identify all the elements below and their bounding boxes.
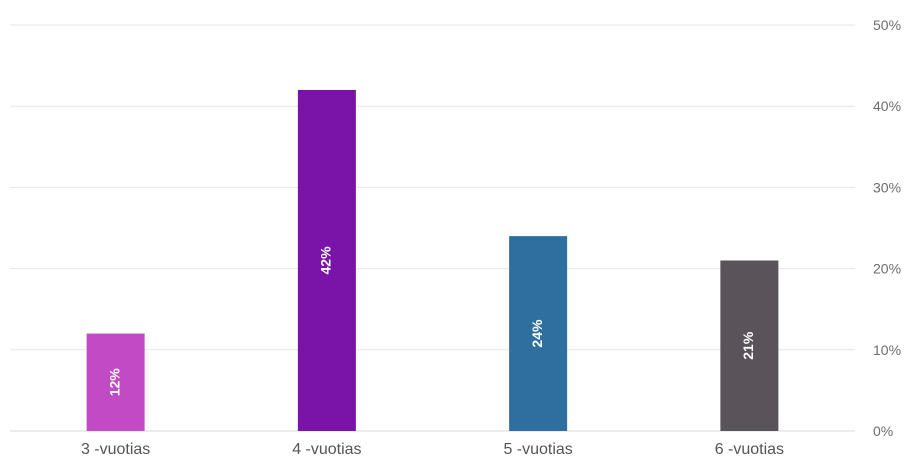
x-tick-label: 4 -vuotias [292,441,361,458]
x-tick-label: 6 -vuotias [715,441,784,458]
x-tick-label: 3 -vuotias [81,441,150,458]
bar [86,333,145,431]
x-tick-label: 5 -vuotias [503,441,572,458]
bar-value-label: 12% [106,368,122,397]
y-tick-label: 30% [873,179,901,195]
gridlines: 0% 10% 20% 30% 40% 50% [10,17,901,439]
bar-value-label: 21% [740,331,756,360]
y-tick-label: 40% [873,98,901,114]
bars: 12% 3 -vuotias 42% 4 -vuotias 24% 5 -vuotias 2… [81,89,784,458]
bar [720,260,779,431]
bar [297,89,356,432]
y-tick-label: 20% [873,261,901,277]
bar [509,236,568,431]
bar-value-label: 42% [318,246,334,275]
y-tick-label: 0% [873,423,893,439]
y-tick-label: 50% [873,17,901,33]
bar-value-label: 24% [529,319,545,348]
y-tick-label: 10% [873,342,901,358]
